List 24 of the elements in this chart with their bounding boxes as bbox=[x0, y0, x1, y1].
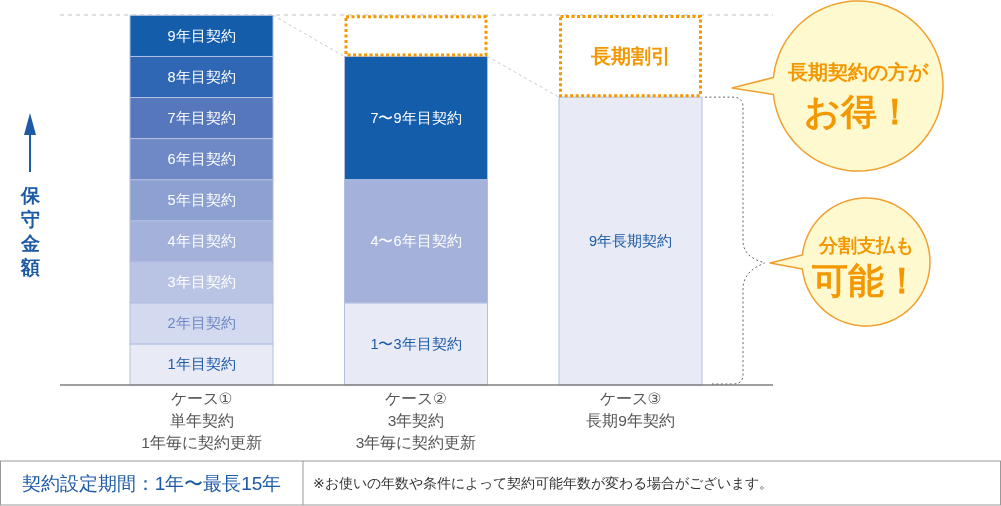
series-label: 1〜3年目契約 bbox=[370, 335, 462, 352]
series-label: 4年目契約 bbox=[167, 233, 236, 250]
series-label: 9年長期契約 bbox=[588, 233, 673, 250]
series-label: 長期割引 bbox=[589, 45, 671, 68]
series-label: 6年目契約 bbox=[167, 151, 236, 168]
series-label: 5年目契約 bbox=[167, 192, 236, 209]
text: 可能！ bbox=[812, 260, 920, 301]
x-tick-label: ケース② 3年契約 3年毎に契約更新 bbox=[355, 389, 477, 451]
series-label: 9年目契約 bbox=[167, 27, 236, 44]
text: 長期契約の方が bbox=[787, 61, 929, 83]
series-label: 2年目契約 bbox=[167, 315, 236, 332]
text: 分割支払も bbox=[817, 235, 914, 256]
text: お得！ bbox=[803, 91, 913, 132]
series-label: 7〜9年目契約 bbox=[370, 110, 462, 127]
series-label: 7年目契約 bbox=[167, 110, 236, 127]
series-label: 8年目契約 bbox=[167, 68, 236, 85]
series-label: 1年目契約 bbox=[167, 356, 236, 373]
y-axis-title: 保守金額 bbox=[19, 185, 41, 278]
series-label: 4〜6年目契約 bbox=[370, 233, 462, 250]
text: ※お使いの年数や条件によって契約可能年数が変わる場合がございます。 bbox=[313, 475, 773, 491]
text: 契約設定期間：1年〜最長15年 bbox=[21, 473, 282, 494]
x-tick-label: ケース③ 長期9年契約 bbox=[586, 389, 675, 429]
series-label: 3年目契約 bbox=[167, 274, 236, 291]
x-tick-label: ケース① 単年契約 1年毎に契約更新 bbox=[141, 389, 262, 451]
